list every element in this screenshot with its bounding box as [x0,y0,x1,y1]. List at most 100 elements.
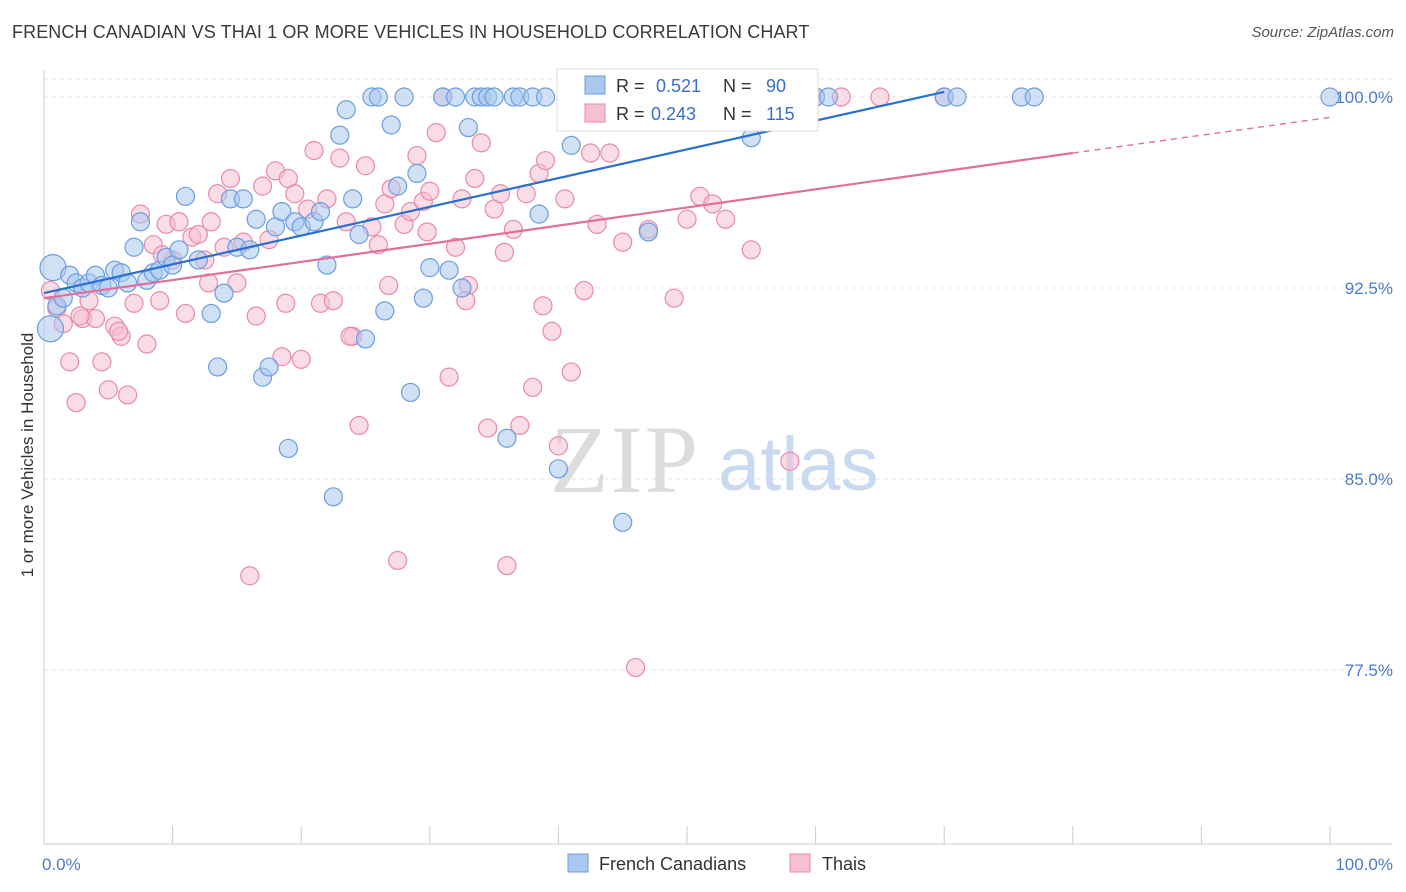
x-tick-label-1: 100.0% [1335,855,1393,874]
pink-point-75 [523,377,543,397]
blue-point-73 [548,459,569,479]
pink-point-20 [169,212,189,232]
blue-point-72 [535,87,556,107]
pink-point-79 [548,436,569,456]
pink-point-94 [677,209,697,229]
pink-point-70 [490,184,511,204]
bottom-legend-swatch-thais [789,853,811,873]
pink-point-17 [150,291,170,311]
pink-point-71 [497,555,517,576]
pink-point-29 [227,273,247,293]
pink-point-80 [555,189,575,209]
pink-point-12 [117,385,138,405]
blue-point-47 [355,329,376,349]
pink-point-102 [870,87,890,107]
blue-point-51 [381,115,401,135]
bottom-legend-label-thais: Thais [822,854,866,874]
pink-point-41 [304,140,324,161]
pink-point-81 [561,362,581,382]
pink-point-51 [368,235,388,255]
blue-point-46 [349,224,369,245]
legend-swatch-french-canadians [584,75,606,95]
legend-swatch-thais [584,103,606,123]
pink-point-67 [471,133,491,153]
pink-point-99 [780,451,800,471]
watermark-zip: ZIP [550,406,700,513]
blue-point-15 [130,212,151,232]
trend-extension-thais [1072,116,1331,154]
pink-point-87 [600,143,620,163]
blue-point-74 [561,135,581,155]
pink-point-36 [272,347,292,367]
blue-point-56 [413,288,433,308]
blue-point-29 [233,189,253,209]
blue-point-62 [458,117,478,138]
bottom-legend-swatch-french-canadians [567,853,589,873]
blue-point-88 [947,87,967,107]
blue-point-57 [420,258,440,278]
legend-r-label-2: R = [616,104,645,124]
pink-point-105 [108,321,129,341]
legend-r-label-1: R = [616,76,645,96]
pink-point-111 [417,222,437,242]
pink-point-98 [741,240,761,260]
pink-point-84 [580,143,601,163]
blue-point-76 [613,512,633,532]
pink-point-68 [478,418,498,438]
pink-point-88 [613,232,633,252]
pink-point-23 [188,224,208,245]
pink-point-110 [379,275,399,296]
blue-point-55 [407,163,427,183]
pink-point-13 [124,293,144,313]
pink-point-25 [201,212,221,232]
blue-point-66 [484,87,504,107]
pink-point-97 [715,209,736,229]
blue-point-26 [214,283,234,303]
pink-point-60 [426,123,446,143]
blue-point-31 [246,209,266,229]
blue-point-22 [175,186,196,206]
blue-point-59 [439,260,459,280]
pink-point-113 [494,242,514,262]
pink-point-32 [246,306,266,326]
blue-point-71 [529,204,549,224]
pink-point-4 [66,393,86,413]
legend-n-value-2: 115 [766,104,795,124]
blue-point-41 [317,255,337,275]
blue-point-52 [388,176,408,196]
blue-point-3 [53,288,73,308]
pink-point-62 [439,367,459,387]
blue-point-90 [1024,87,1044,107]
blue-point-42 [323,487,343,507]
blue-point-40 [310,202,331,222]
pink-point-85 [587,214,607,234]
blue-point-35 [272,202,292,222]
pink-point-8 [92,352,112,372]
pink-point-21 [175,303,196,324]
blue-point-53 [394,87,414,107]
blue-point-61 [452,278,472,298]
pink-point-3 [60,352,80,372]
pink-point-73 [510,415,530,436]
series-thais-points [40,87,954,678]
source-credit: Source: ZipAtlas.com [1251,24,1394,41]
pink-point-78 [542,321,562,341]
blue-point-67 [497,428,517,448]
trend-line-thais [43,151,1073,300]
legend-r-value-2: 0.243 [651,104,696,124]
blue-point-91 [1320,87,1340,107]
blue-point-50 [375,301,395,321]
tick-labels: 77.5% 85.0% 92.5% 100.0% 0.0% 100.0% [42,88,1393,874]
y-tick-label-1: 85.0% [1345,470,1393,489]
pink-point-48 [349,415,369,436]
blue-point-14 [124,237,144,257]
pink-point-31 [240,566,260,586]
legend-n-label-1: N = [723,76,752,96]
pink-point-54 [388,550,408,571]
pink-point-57 [407,145,427,166]
x-tick-label-0: 0.0% [42,855,81,874]
blue-point-77 [638,222,659,242]
blue-point-45 [343,189,363,209]
pink-point-45 [330,148,350,168]
